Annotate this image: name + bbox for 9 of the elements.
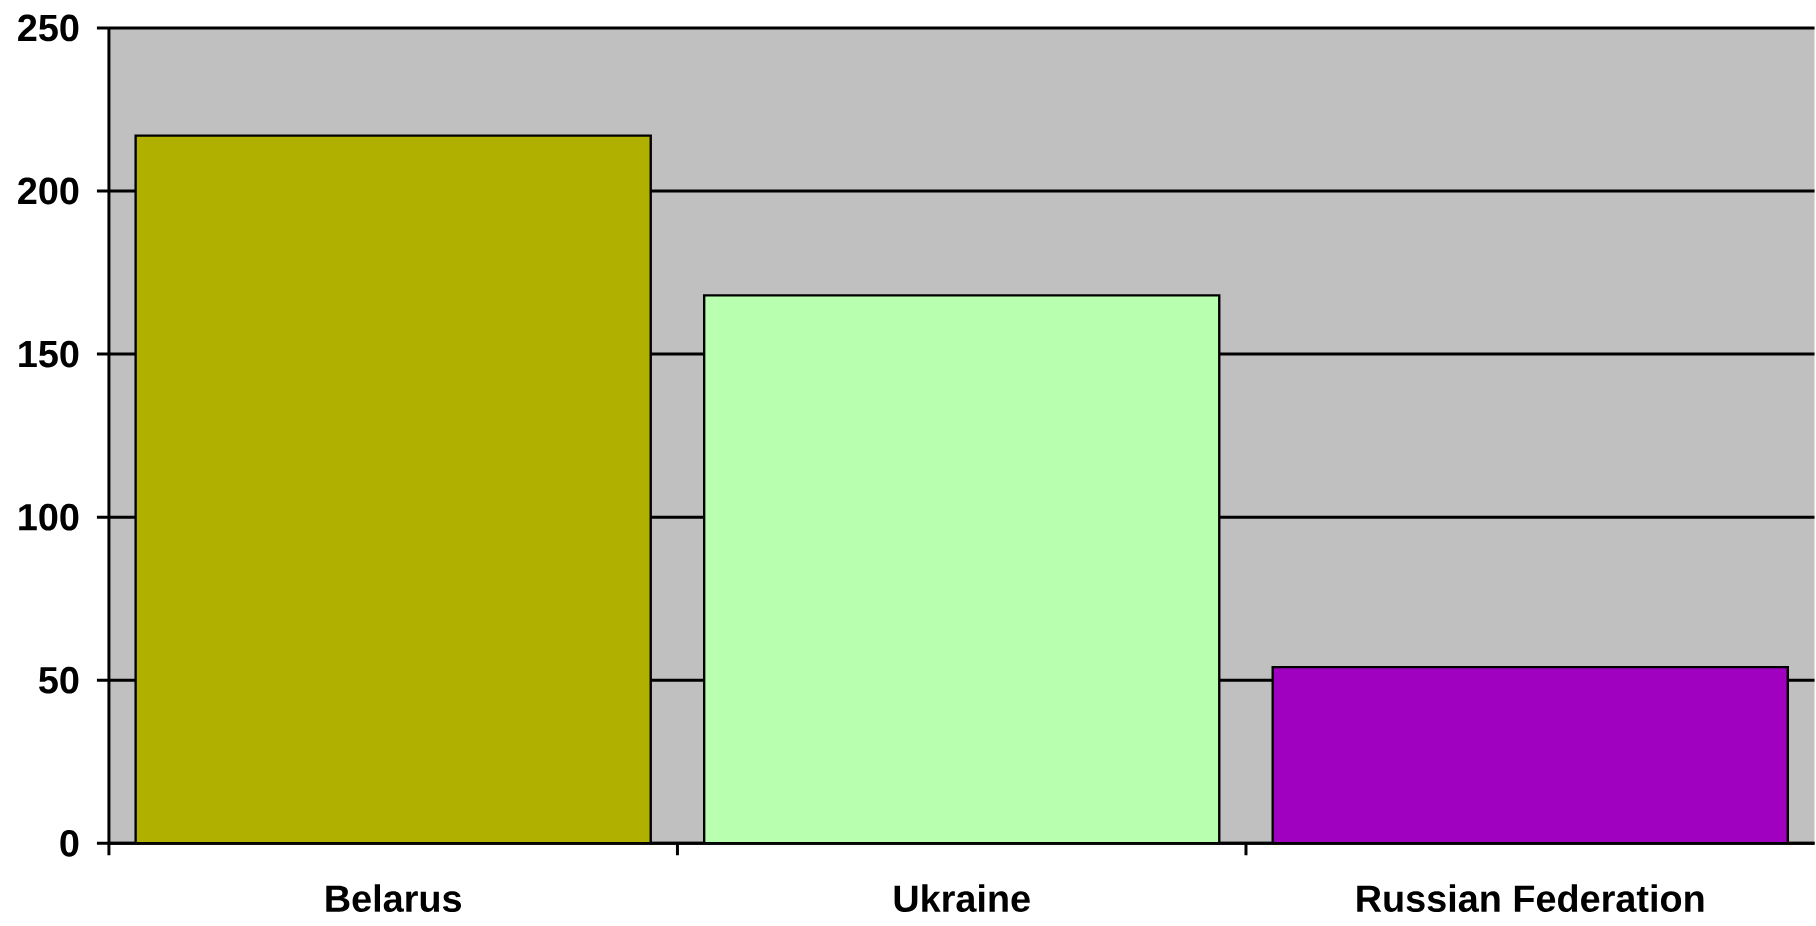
y-tick-label: 250 bbox=[18, 14, 79, 42]
x-tick-label: Ukraine bbox=[894, 884, 1030, 912]
y-tick-label: 50 bbox=[39, 666, 79, 694]
y-tick-label: 200 bbox=[18, 177, 79, 205]
x-tick-label: Russian Federation bbox=[1357, 884, 1704, 912]
y-tick-label: 100 bbox=[19, 503, 79, 531]
y-tick-label: 0 bbox=[60, 829, 79, 857]
y-tick-label: 150 bbox=[19, 340, 79, 368]
x-tick-label: Belarus bbox=[326, 884, 461, 912]
